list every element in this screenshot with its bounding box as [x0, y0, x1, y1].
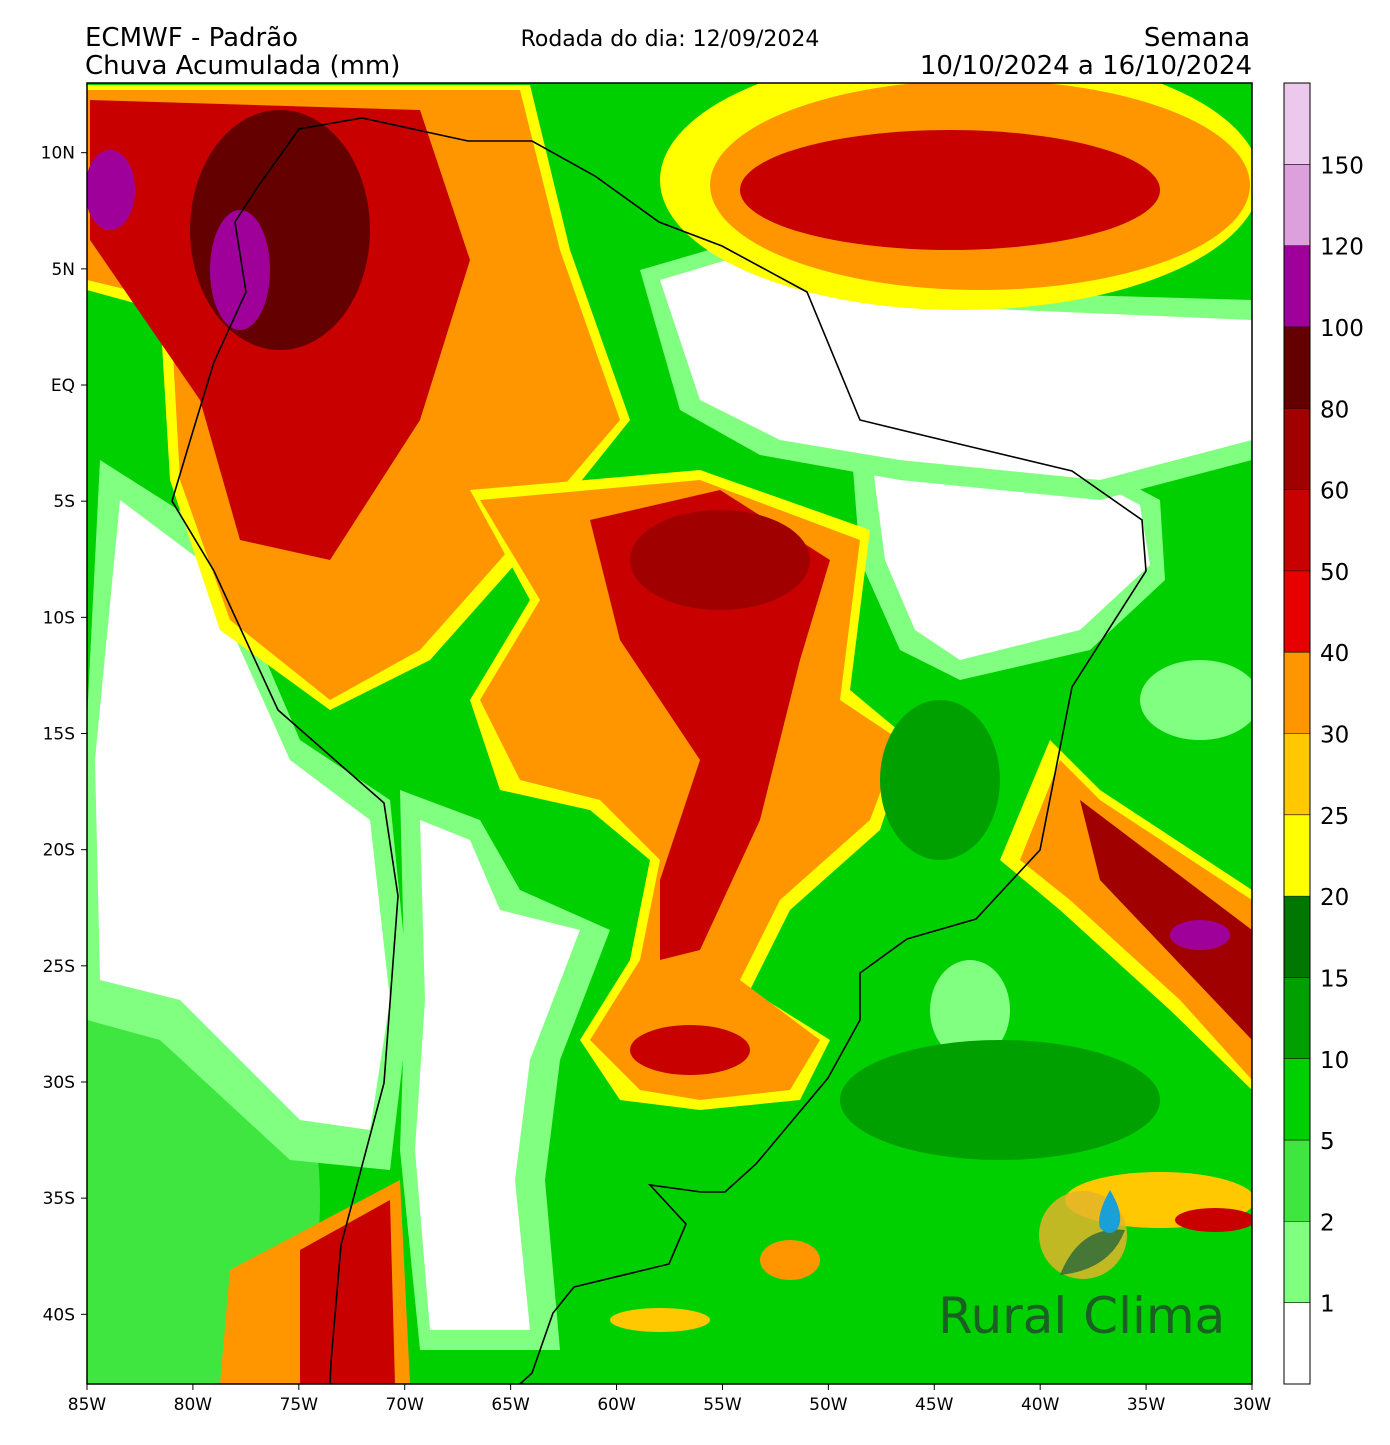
colorbar-label: 40	[1320, 641, 1349, 667]
field-area	[1170, 920, 1230, 950]
x-tick-label: 45W	[915, 1395, 954, 1415]
colorbar-segment	[1284, 1221, 1310, 1303]
colorbar-segment	[1284, 1140, 1310, 1222]
x-tick-label: 85W	[68, 1395, 107, 1415]
field-area	[1020, 760, 1252, 1080]
colorbar-label: 60	[1320, 479, 1349, 505]
colorbar-segment	[1284, 408, 1310, 490]
colorbar-label: 50	[1320, 560, 1349, 586]
field-area	[660, 250, 1252, 480]
rain-field	[87, 83, 1252, 1384]
coastline	[171, 117, 1147, 1385]
field-area	[1080, 800, 1252, 1040]
colorbar-label: 120	[1320, 235, 1364, 261]
colorbar-label: 30	[1320, 723, 1349, 749]
colorbar-segment	[1284, 1058, 1310, 1141]
logo-name: Rural Clima	[938, 1287, 1225, 1345]
y-tick-label: EQ	[51, 376, 75, 396]
field-area	[415, 820, 580, 1330]
colorbar-segment	[1284, 814, 1310, 897]
field-area	[190, 110, 370, 350]
colorbar-segment	[1284, 1302, 1310, 1384]
field-area	[95, 500, 390, 1130]
x-tick-label: 50W	[809, 1395, 848, 1415]
field-area	[1175, 1208, 1252, 1232]
colorbar-segment	[1284, 489, 1310, 571]
colorbar-label: 10	[1320, 1048, 1349, 1074]
x-tick-label: 70W	[386, 1395, 425, 1415]
y-tick-label: 5N	[51, 260, 75, 280]
y-tick-label: 35S	[43, 1189, 75, 1209]
colorbar-label: 1	[1320, 1292, 1335, 1318]
field-area	[740, 130, 1160, 250]
colorbar-segment	[1284, 326, 1310, 409]
field-area	[590, 490, 830, 960]
y-tick-label: 10S	[43, 608, 75, 628]
colorbar-segment	[1284, 977, 1310, 1059]
colorbar-segment	[1284, 245, 1310, 327]
field-area	[630, 1025, 750, 1075]
field-area	[300, 1200, 395, 1384]
y-tick-label: 30S	[43, 1073, 75, 1093]
logo-drop	[1099, 1190, 1121, 1233]
logo-leaf	[1060, 1229, 1125, 1275]
y-tick-label: 25S	[43, 957, 75, 977]
colorbar-segment	[1284, 570, 1310, 653]
x-tick-label: 30W	[1233, 1395, 1272, 1415]
y-tick-label: 20S	[43, 841, 75, 861]
colorbar-segment	[1284, 83, 1310, 165]
colorbar-segment	[1284, 652, 1310, 734]
run-date: Rodada do dia: 12/09/2024	[521, 27, 820, 52]
field-area	[87, 150, 135, 230]
colorbar-label: 25	[1320, 804, 1349, 830]
colorbar-label: 2	[1320, 1210, 1335, 1236]
colorbar-label: 100	[1320, 316, 1364, 342]
model-title: ECMWF - Padrão	[85, 23, 298, 53]
logo: Rural Clima	[938, 1190, 1225, 1345]
field-area	[630, 510, 810, 610]
y-tick-label: 10N	[41, 144, 75, 164]
x-tick-label: 55W	[703, 1395, 742, 1415]
x-tick-label: 65W	[491, 1395, 530, 1415]
x-tick-label: 35W	[1127, 1395, 1166, 1415]
colorbar-segment	[1284, 896, 1310, 978]
y-tick-label: 5S	[53, 492, 75, 512]
x-tick-label: 75W	[280, 1395, 319, 1415]
colorbar-label: 80	[1320, 397, 1349, 423]
colorbar-label: 5	[1320, 1129, 1335, 1155]
y-tick-label: 15S	[43, 725, 75, 745]
colorbar-label: 150	[1320, 153, 1364, 179]
period-label: Semana	[1144, 23, 1250, 53]
field-area	[840, 1040, 1160, 1160]
field-area	[760, 1240, 820, 1280]
x-tick-label: 40W	[1021, 1395, 1060, 1415]
colorbar-label: 15	[1320, 966, 1349, 992]
colorbar-label: 20	[1320, 885, 1349, 911]
field-area	[610, 1308, 710, 1332]
field-area	[880, 700, 1000, 860]
variable-title: Chuva Acumulada (mm)	[85, 51, 400, 81]
y-tick-label: 40S	[43, 1305, 75, 1325]
x-tick-label: 80W	[174, 1395, 213, 1415]
colorbar-segment	[1284, 164, 1310, 246]
field-area	[1140, 660, 1252, 740]
field-area	[210, 210, 270, 330]
field-area	[930, 960, 1010, 1060]
x-tick-label: 60W	[597, 1395, 636, 1415]
period: 10/10/2024 a 16/10/2024	[920, 51, 1252, 81]
colorbar-segment	[1284, 733, 1310, 815]
